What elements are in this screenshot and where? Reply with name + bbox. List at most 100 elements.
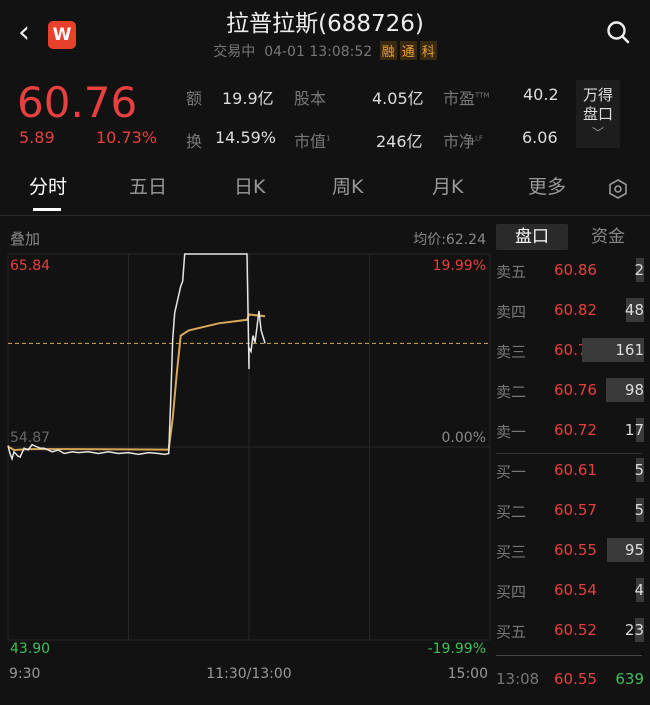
stat-value-turnover: 14.59% [215, 128, 277, 147]
wande-orderbook-button[interactable]: 万得 盘口 ﹀ [576, 80, 620, 148]
app-logo: W [48, 21, 76, 49]
wande-label-2: 盘口 [582, 105, 613, 123]
level-name: 买四 [496, 583, 527, 601]
stat-value-mktcap: 246亿 [376, 132, 423, 151]
active-tab-indicator [33, 208, 61, 211]
volume-bar [607, 538, 644, 562]
bid-row[interactable]: 买一 60.61 5 [492, 455, 650, 485]
level-name: 买一 [496, 463, 527, 481]
tag-star: 科 [419, 41, 437, 60]
ask-row[interactable]: 卖二 60.76 98 [492, 375, 650, 405]
stat-value-amount: 19.9亿 [222, 89, 274, 108]
volume-bar [636, 578, 644, 602]
chart-grid [7, 253, 491, 641]
level-price: 60.61 [554, 461, 597, 479]
trade-time: 13:08 [496, 670, 540, 688]
datetime: 04-01 13:08:52 [264, 44, 373, 60]
volume-bar [636, 258, 644, 282]
level-volume: 98 [624, 381, 644, 399]
x-label-midday: 11:30/13:00 [206, 666, 291, 682]
level-price: 60.82 [554, 301, 597, 319]
current-price: 60.76 [17, 78, 138, 127]
level-name: 买二 [496, 503, 527, 521]
chevron-down-icon: ﹀ [591, 126, 604, 140]
last-trade-row: 13:08 60.55 639 [492, 664, 650, 694]
bid-row[interactable]: 买五 60.52 23 [492, 615, 650, 645]
tab-5day[interactable]: 五日 [129, 176, 168, 198]
level-price: 60.72 [554, 421, 597, 439]
tab-weekly-k[interactable]: 周K [332, 176, 364, 198]
stat-value-pb: 6.06 [522, 128, 558, 147]
ask-row[interactable]: 卖五 60.86 2 [492, 255, 650, 285]
level-price: 60.55 [554, 541, 597, 559]
tag-margin: 融 [379, 41, 397, 60]
y-label-top: 65.84 [10, 258, 50, 274]
overlay-label[interactable]: 叠加 [10, 230, 40, 248]
divider [496, 655, 642, 656]
page-title: 拉普拉斯(688726) [226, 11, 424, 37]
tab-more[interactable]: 更多 [528, 176, 567, 198]
y-label-mid: 54.87 [10, 430, 50, 446]
y-label-bottom-pct: -19.99% [428, 641, 486, 657]
tab-daily-k[interactable]: 日K [234, 176, 266, 198]
stat-label-pe: 市盈TTM [443, 89, 490, 108]
price-line [7, 253, 266, 462]
level-volume: 48 [624, 301, 644, 319]
level-name: 卖二 [496, 383, 527, 401]
ask-row[interactable]: 卖一 60.72 17 [492, 415, 650, 445]
trade-volume: 639 [615, 670, 644, 688]
avg-price-label: 均价:62.24 [413, 232, 486, 248]
level-volume: 5 [634, 501, 644, 519]
tab-monthly-k[interactable]: 月K [432, 176, 464, 198]
level-price: 60.54 [554, 581, 597, 599]
stat-label-mktcap: 市值1 [294, 132, 331, 151]
intraday-chart[interactable]: 叠加 均价:62.24 65.84 54.87 43.90 19.99% 0.0… [0, 225, 492, 705]
level-price: 60.57 [554, 501, 597, 519]
stat-label-turnover: 换 [186, 132, 203, 151]
stat-label-pb: 市净LF [443, 132, 483, 151]
level-volume: 95 [624, 541, 644, 559]
level-name: 买三 [496, 543, 527, 561]
bid-row[interactable]: 买四 60.54 4 [492, 575, 650, 605]
level-price: 60.52 [554, 621, 597, 639]
volume-bar [635, 618, 644, 642]
volume-bar [636, 418, 644, 442]
hexagon-settings-icon[interactable] [607, 178, 629, 200]
search-icon[interactable] [606, 20, 630, 44]
bid-row[interactable]: 买二 60.57 5 [492, 495, 650, 525]
tab-orderbook[interactable]: 盘口 [496, 224, 568, 250]
bid-row[interactable]: 买三 60.55 95 [492, 535, 650, 565]
y-label-bottom: 43.90 [10, 641, 50, 657]
tab-fund-flow[interactable]: 资金 [591, 227, 625, 247]
stat-value-shares: 4.05亿 [372, 89, 424, 108]
price-change: 5.89 [19, 128, 55, 147]
level-volume: 23 [624, 621, 644, 639]
stat-label-shares: 股本 [294, 89, 327, 108]
wande-label-1: 万得 [582, 86, 613, 104]
level-name: 卖五 [496, 263, 527, 281]
volume-bar [606, 378, 644, 402]
ask-row[interactable]: 卖三 60.77 161 [492, 335, 650, 365]
price-change-pct: 10.73% [96, 128, 158, 147]
level-name: 卖三 [496, 343, 527, 361]
level-price: 60.86 [554, 261, 597, 279]
level-price: 60.76 [554, 381, 597, 399]
status-line: 交易中 04-01 13:08:52 融通科 [0, 41, 650, 61]
y-label-top-pct: 19.99% [433, 258, 486, 274]
level-name: 卖四 [496, 303, 527, 321]
y-label-mid-pct: 0.00% [442, 430, 486, 446]
trading-status: 交易中 [213, 44, 256, 60]
divider [0, 215, 650, 216]
level-volume: 17 [624, 421, 644, 439]
ask-row[interactable]: 卖四 60.82 48 [492, 295, 650, 325]
volume-bar [582, 338, 644, 362]
trade-price: 60.55 [554, 670, 597, 688]
tab-intraday[interactable]: 分时 [29, 176, 68, 198]
stat-label-amount: 额 [186, 89, 203, 108]
chart-tabs: 分时 五日 日K 周K 月K 更多 [0, 172, 650, 212]
level-name: 卖一 [496, 423, 527, 441]
back-button[interactable]: ‹ [18, 15, 30, 50]
tag-connect: 通 [399, 41, 417, 60]
level-name: 买五 [496, 623, 527, 641]
stat-value-pe: 40.2 [523, 85, 559, 104]
